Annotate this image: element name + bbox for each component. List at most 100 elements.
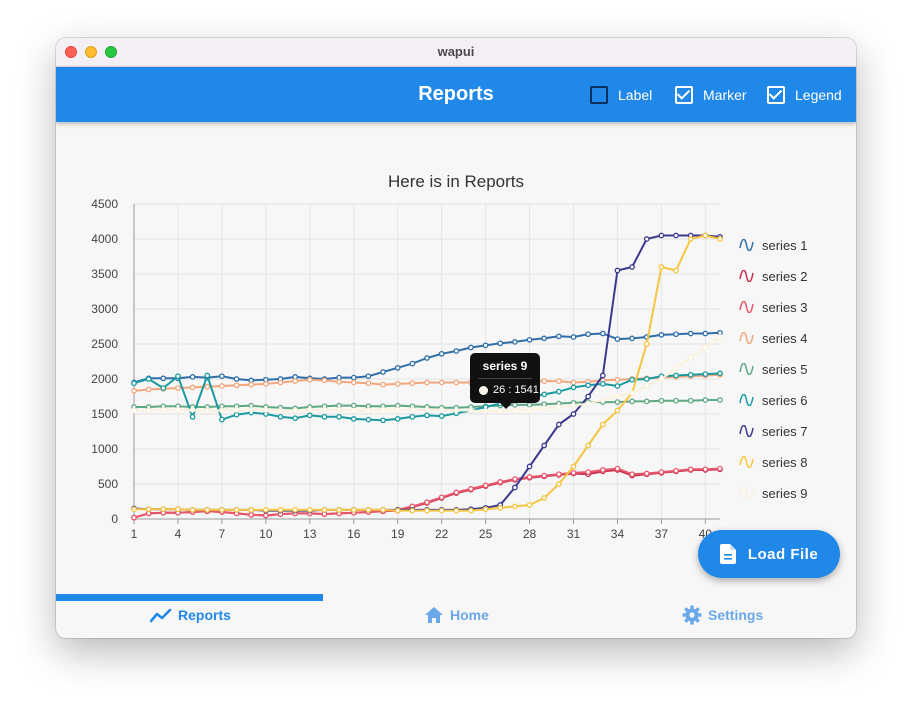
legend-toggle[interactable]: Legend [767, 86, 842, 104]
series-point [658, 232, 665, 239]
legend-item[interactable]: series 8 [739, 454, 808, 470]
series-point [350, 379, 357, 386]
series-point [380, 417, 386, 424]
series-point [497, 340, 504, 347]
label-checkbox[interactable] [590, 86, 608, 104]
zoom-window-button[interactable] [105, 46, 117, 58]
series-point [541, 378, 548, 384]
series-point [497, 408, 504, 414]
legend-checkbox[interactable] [767, 86, 785, 104]
series-point [321, 413, 328, 420]
series-point [512, 484, 518, 491]
tab-settings[interactable]: Settings [682, 604, 763, 626]
series-point [468, 507, 474, 514]
series-group [131, 334, 723, 414]
series-point [263, 406, 269, 413]
tab-reports[interactable]: Reports [150, 604, 231, 626]
x-tick-label: 34 [611, 527, 625, 541]
x-tick-label: 28 [523, 527, 537, 541]
series-point [512, 339, 518, 345]
series-point [160, 385, 167, 391]
series-point [614, 336, 621, 342]
series-point [409, 360, 416, 367]
series-point [629, 335, 635, 342]
series-point [380, 381, 386, 388]
chart-tooltip: series 9 26 : 1541 [470, 353, 540, 409]
series-point [717, 465, 723, 472]
series-point [687, 330, 694, 337]
series-point [189, 374, 196, 380]
series-point [614, 399, 621, 405]
series-point [336, 406, 342, 413]
series-point [629, 471, 635, 478]
file-icon [719, 544, 736, 564]
series-point [658, 332, 665, 338]
series-point [673, 365, 679, 372]
label-toggle[interactable]: Label [590, 86, 652, 104]
y-tick-label: 2500 [91, 337, 118, 351]
series-point [248, 406, 255, 413]
series-point [409, 406, 416, 413]
series-point [306, 406, 313, 413]
x-tick-label: 22 [435, 527, 449, 541]
series-point [614, 392, 621, 399]
y-tick-label: 1000 [91, 442, 118, 456]
series-point [409, 507, 416, 514]
series-point [673, 331, 679, 338]
close-window-button[interactable] [65, 46, 77, 58]
series-point [175, 385, 181, 391]
legend-item[interactable]: series 5 [739, 361, 808, 377]
series-point [438, 350, 445, 357]
series-point [350, 507, 357, 513]
series-point [599, 397, 606, 403]
x-tick-label: 25 [479, 527, 493, 541]
series-point [189, 406, 196, 413]
series-point [453, 489, 460, 496]
series-point [585, 469, 592, 475]
series-point [175, 506, 181, 513]
series-point [277, 407, 284, 414]
series-point [233, 406, 240, 413]
legend-toggle-text: Legend [795, 87, 842, 103]
legend-item[interactable]: series 2 [739, 268, 808, 284]
legend-item[interactable]: series 7 [739, 423, 808, 439]
series-point [555, 481, 562, 487]
legend-item[interactable]: series 6 [739, 392, 808, 408]
y-tick-label: 4500 [91, 197, 118, 211]
series-point [658, 469, 665, 475]
legend-label: series 4 [762, 330, 808, 346]
legend-item[interactable]: series 3 [739, 299, 808, 315]
legend-item[interactable]: series 1 [739, 237, 808, 253]
load-file-button[interactable]: Load File [698, 530, 840, 578]
series-point [482, 506, 489, 513]
series-point [643, 341, 650, 347]
marker-checkbox[interactable] [675, 86, 693, 104]
series-point [365, 380, 372, 387]
series-point [599, 372, 606, 379]
legend-item[interactable]: series 9 [739, 485, 808, 501]
series-point [629, 264, 635, 270]
series-point [365, 416, 372, 423]
minimize-window-button[interactable] [85, 46, 97, 58]
series-point [512, 503, 518, 510]
legend-label: series 3 [762, 299, 808, 315]
marker-toggle[interactable]: Marker [675, 86, 747, 104]
series-point [512, 402, 518, 408]
series-point [614, 376, 621, 383]
series-point [131, 380, 137, 387]
line-chart[interactable]: 0 500 1000 1500 2000 2500 3000 3500 4000 4500 1 4 7 1… [56, 38, 856, 638]
series-point [702, 397, 709, 403]
series-point [570, 379, 577, 386]
series-point [321, 377, 328, 384]
series-point [687, 466, 694, 473]
series-point [336, 413, 342, 420]
series-point [438, 413, 445, 419]
tab-home[interactable]: Home [424, 604, 489, 626]
series-point [453, 348, 460, 354]
legend-label: series 9 [762, 485, 808, 501]
series-point [380, 369, 386, 375]
legend-item[interactable]: series 4 [739, 330, 808, 346]
series-point [687, 397, 694, 404]
series-point [394, 381, 401, 387]
active-tab-indicator [56, 594, 323, 601]
